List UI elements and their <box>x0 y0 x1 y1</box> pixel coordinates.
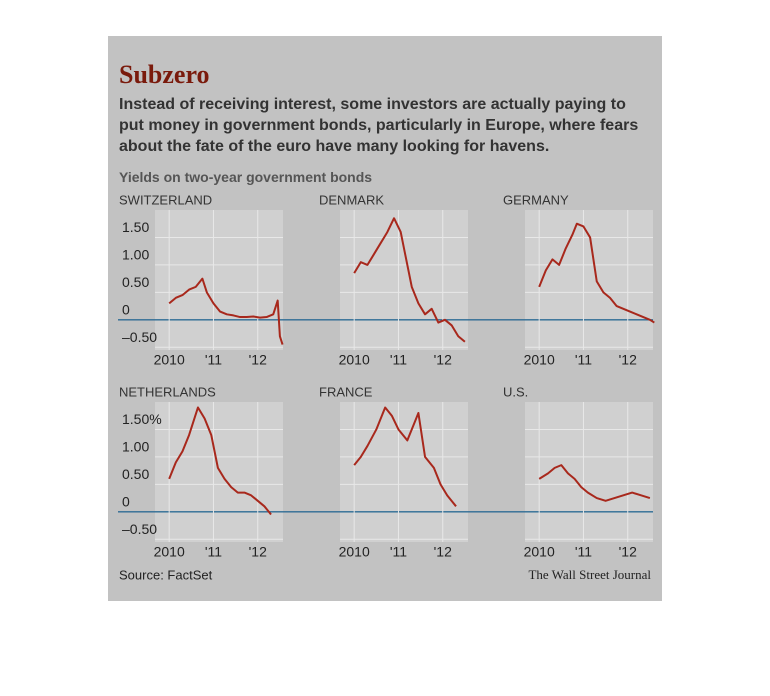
y-tick-label: 0.50 <box>122 466 149 482</box>
plot-area <box>525 402 653 542</box>
plot-area <box>525 210 653 350</box>
series-line <box>353 217 466 343</box>
x-tick-label: 2010 <box>154 352 185 368</box>
panel-title: NETHERLANDS <box>119 384 216 399</box>
x-tick-label: '12 <box>434 352 452 368</box>
title: Subzero <box>119 60 210 89</box>
description: Instead of receiving interest, some inve… <box>119 96 639 155</box>
x-tick-label: 2010 <box>339 544 370 560</box>
plot-area <box>340 402 468 542</box>
panel-title: U.S. <box>503 384 528 399</box>
y-tick-label: 0.50 <box>122 274 149 290</box>
x-tick-label: '11 <box>390 544 407 560</box>
x-tick-label: 2010 <box>339 352 370 368</box>
y-tick-label: 0 <box>122 302 130 318</box>
x-tick-label: 2010 <box>154 544 185 560</box>
credit: The Wall Street Journal <box>528 567 651 582</box>
y-tick-label: 1.50% <box>122 411 162 427</box>
x-tick-label: '12 <box>249 352 267 368</box>
series-line <box>168 406 272 516</box>
x-tick-label: '11 <box>575 544 592 560</box>
x-tick-label: 2010 <box>524 352 555 368</box>
subtitle: Yields on two-year government bonds <box>119 169 373 185</box>
y-tick-label: –0.50 <box>122 521 157 537</box>
panel-title: DENMARK <box>319 192 384 207</box>
x-tick-label: '12 <box>619 352 637 368</box>
y-tick-label: 1.00 <box>122 439 149 455</box>
panel-title: FRANCE <box>319 384 373 399</box>
y-tick-label: –0.50 <box>122 329 157 345</box>
x-tick-label: 2010 <box>524 544 555 560</box>
x-tick-label: '12 <box>619 544 637 560</box>
x-tick-label: '11 <box>575 352 592 368</box>
plot-area <box>340 210 468 350</box>
y-tick-label: 1.50 <box>122 219 149 235</box>
source: Source: FactSet <box>119 567 213 582</box>
x-tick-label: '11 <box>205 352 222 368</box>
plot-area <box>155 402 283 542</box>
x-tick-label: '12 <box>249 544 267 560</box>
panel-title: GERMANY <box>503 192 569 207</box>
y-tick-label: 0 <box>122 494 130 510</box>
series-line <box>353 406 457 507</box>
series-line <box>168 277 284 345</box>
plot-area <box>155 210 283 350</box>
series-line <box>538 222 655 324</box>
x-tick-label: '12 <box>434 544 452 560</box>
series-line <box>538 464 651 502</box>
panel-title: SWITZERLAND <box>119 192 212 207</box>
x-tick-label: '11 <box>205 544 222 560</box>
x-tick-label: '11 <box>390 352 407 368</box>
y-tick-label: 1.00 <box>122 247 149 263</box>
